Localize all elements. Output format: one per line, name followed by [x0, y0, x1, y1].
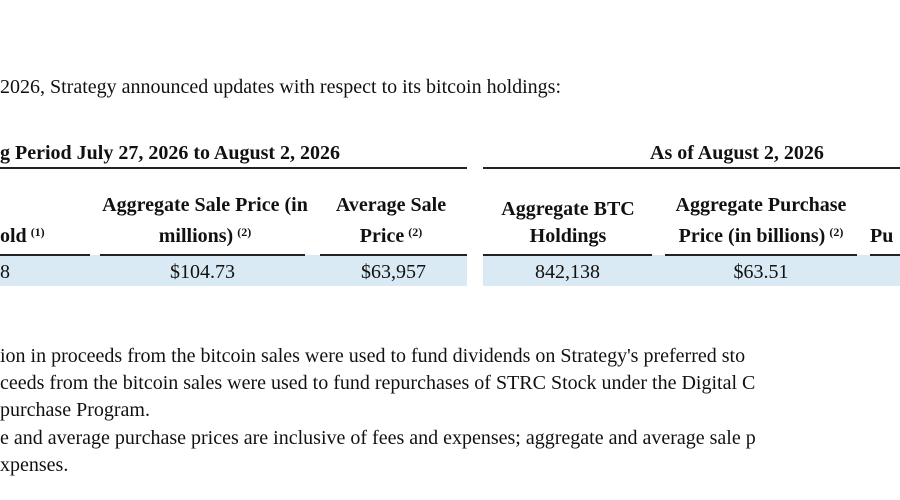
note-ref: (2): [408, 225, 423, 239]
group-header: As of August 2, 2026: [650, 142, 824, 164]
header-text: Aggregate Sale Price (in millions): [102, 194, 308, 247]
column-header: Aggregate BTC Holdings: [483, 196, 653, 250]
cell: 8: [0, 261, 10, 283]
rule: [483, 254, 652, 256]
column-header: Pu: [870, 223, 900, 250]
note-ref: (1): [30, 225, 45, 239]
group-header: g Period July 27, 2026 to August 2, 2026: [0, 142, 341, 164]
row-highlight: [483, 255, 900, 286]
header-text: Aggregate BTC Holdings: [501, 198, 635, 247]
column-header: Aggregate Sale Price (in millions) (2): [95, 192, 315, 250]
row-highlight: [0, 255, 467, 286]
rule: [665, 254, 857, 256]
rule: [0, 254, 90, 256]
footnote-line: ion in proceeds from the bitcoin sales w…: [0, 345, 746, 367]
footnote-line: purchase Program.: [0, 399, 150, 421]
cell: $63.51: [733, 261, 789, 283]
note-ref: (2): [237, 225, 252, 239]
footnote-line: e and average purchase prices are inclus…: [0, 427, 756, 449]
rule: [320, 254, 467, 256]
column-header: Average Sale Price (2): [318, 192, 464, 250]
column-header: Aggregate Purchase Price (in billions) (2…: [662, 192, 860, 250]
cell: 842,138: [535, 261, 600, 283]
cell: $63,957: [361, 261, 426, 283]
footnote-line: ceeds from the bitcoin sales were used t…: [0, 372, 756, 394]
header-text: Average Sale Price: [335, 194, 447, 247]
column-header: old (1): [0, 219, 60, 250]
header-text: old: [0, 225, 27, 247]
rule: [0, 167, 467, 169]
rule: [100, 254, 305, 256]
cell: $104.73: [170, 261, 235, 283]
note-ref: (2): [829, 225, 844, 239]
header-text: Aggregate Purchase Price (in billions): [675, 194, 847, 247]
footnote-line: xpenses.: [0, 454, 69, 476]
rule: [483, 167, 900, 169]
rule: [870, 254, 900, 256]
header-text: Pu: [870, 225, 894, 247]
intro: 2026, Strategy announced updates with re…: [0, 76, 562, 98]
